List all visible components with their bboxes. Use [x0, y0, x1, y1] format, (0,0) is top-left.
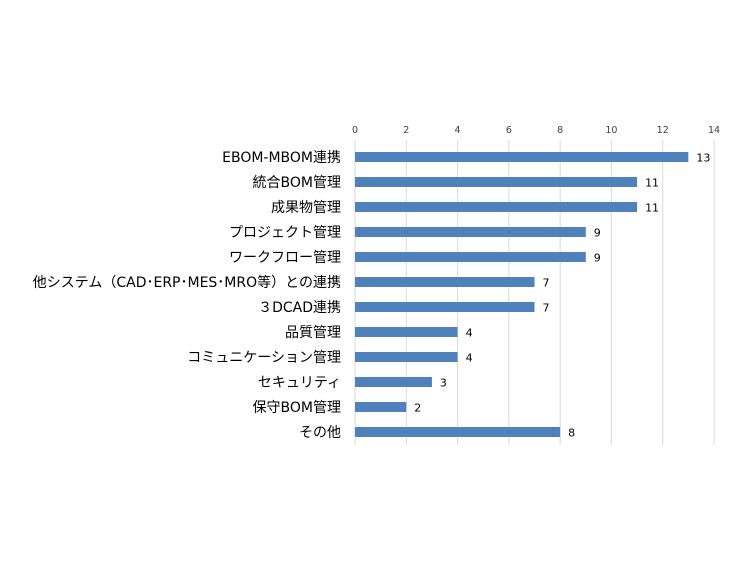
x-tick-label: 12 [657, 125, 669, 136]
bars [355, 152, 689, 437]
category-label: コミュニケーション管理 [187, 350, 341, 366]
gridlines [354, 140, 715, 445]
data-label: 7 [543, 302, 550, 315]
x-tick-label: 2 [403, 125, 409, 136]
category-label: ワークフロー管理 [229, 250, 341, 266]
x-tick-label: 8 [557, 125, 563, 136]
data-label: 3 [440, 377, 447, 390]
bar [355, 202, 638, 212]
bar [355, 152, 689, 162]
bar [355, 402, 407, 412]
data-label: 4 [466, 327, 473, 340]
x-tick-label: 4 [455, 125, 461, 136]
category-label: 保守BOM管理 [253, 400, 341, 416]
category-label: EBOM-MBOM連携 [222, 150, 341, 166]
category-label: プロジェクト管理 [229, 225, 341, 241]
category-label: ３DCAD連携 [258, 300, 341, 316]
data-label: 9 [594, 227, 601, 240]
category-labels: EBOM-MBOM連携統合BOM管理成果物管理プロジェクト管理ワークフロー管理他… [33, 150, 341, 441]
bar [355, 302, 535, 312]
bar [355, 327, 458, 337]
category-label: その他 [299, 425, 341, 441]
category-label: 他システム（CAD･ERP･MES･MRO等）との連携 [33, 274, 341, 291]
x-tick-label: 14 [708, 125, 720, 136]
category-label: 成果物管理 [271, 200, 341, 216]
bar [355, 427, 561, 437]
data-label: 11 [645, 202, 659, 215]
data-label: 4 [466, 352, 473, 365]
bar [355, 252, 586, 262]
data-label: 8 [568, 427, 575, 440]
bar [355, 377, 432, 387]
data-label: 11 [645, 177, 659, 190]
bar [355, 277, 535, 287]
data-label: 7 [543, 277, 550, 290]
data-labels: 13 11 11 9 9 7 7 4 4 3 2 8 [414, 152, 710, 440]
data-label: 9 [594, 252, 601, 265]
bar [355, 227, 586, 237]
data-label: 13 [696, 152, 710, 165]
x-tick-label: 0 [352, 125, 358, 136]
bar [355, 177, 638, 187]
x-axis-ticks: 0 2 4 6 8 10 12 14 [352, 125, 720, 136]
data-label: 2 [414, 402, 421, 415]
category-label: 品質管理 [285, 325, 341, 341]
x-tick-label: 10 [605, 125, 617, 136]
x-tick-label: 6 [506, 125, 512, 136]
category-label: セキュリティ [258, 375, 341, 391]
category-label: 統合BOM管理 [253, 175, 341, 191]
bar [355, 352, 458, 362]
